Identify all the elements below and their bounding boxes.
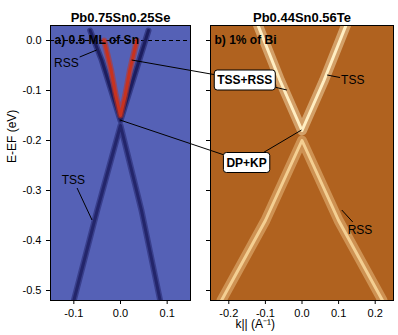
svg-text:TSS+RSS: TSS+RSS	[217, 73, 272, 87]
svg-text:a) 0.5 ML of Sn: a) 0.5 ML of Sn	[55, 33, 139, 47]
svg-text:-0.1: -0.1	[23, 84, 42, 96]
svg-text:0.2: 0.2	[368, 307, 383, 319]
svg-text:RSS: RSS	[348, 223, 373, 237]
svg-text:TSS: TSS	[341, 73, 364, 87]
svg-text:0.0: 0.0	[294, 307, 309, 319]
svg-text:-0.5: -0.5	[23, 284, 42, 296]
svg-text:0.1: 0.1	[331, 307, 346, 319]
svg-text:E-EF (eV): E-EF (eV)	[5, 110, 19, 163]
svg-text:-0.3: -0.3	[23, 184, 42, 196]
svg-text:0.0: 0.0	[26, 34, 41, 46]
svg-text:-0.2: -0.2	[219, 307, 239, 320]
svg-text:-0.2: -0.2	[23, 134, 42, 146]
svg-text:-0.4: -0.4	[23, 234, 42, 246]
svg-text:Pb0.44Sn0.56Te: Pb0.44Sn0.56Te	[253, 10, 351, 25]
svg-text:-0.1: -0.1	[64, 307, 83, 319]
svg-text:k|| (A⁻¹): k|| (A⁻¹)	[236, 317, 276, 331]
svg-text:TSS: TSS	[62, 173, 85, 187]
svg-text:DP+KP: DP+KP	[226, 156, 266, 170]
svg-text:0.1: 0.1	[160, 307, 175, 319]
svg-text:b) 1% of Bi: b) 1% of Bi	[215, 33, 277, 47]
svg-text:0.0: 0.0	[113, 307, 128, 319]
svg-text:-0.1: -0.1	[255, 307, 275, 320]
svg-text:Pb0.75Sn0.25Se: Pb0.75Sn0.25Se	[71, 10, 171, 25]
svg-text:RSS: RSS	[54, 56, 79, 70]
